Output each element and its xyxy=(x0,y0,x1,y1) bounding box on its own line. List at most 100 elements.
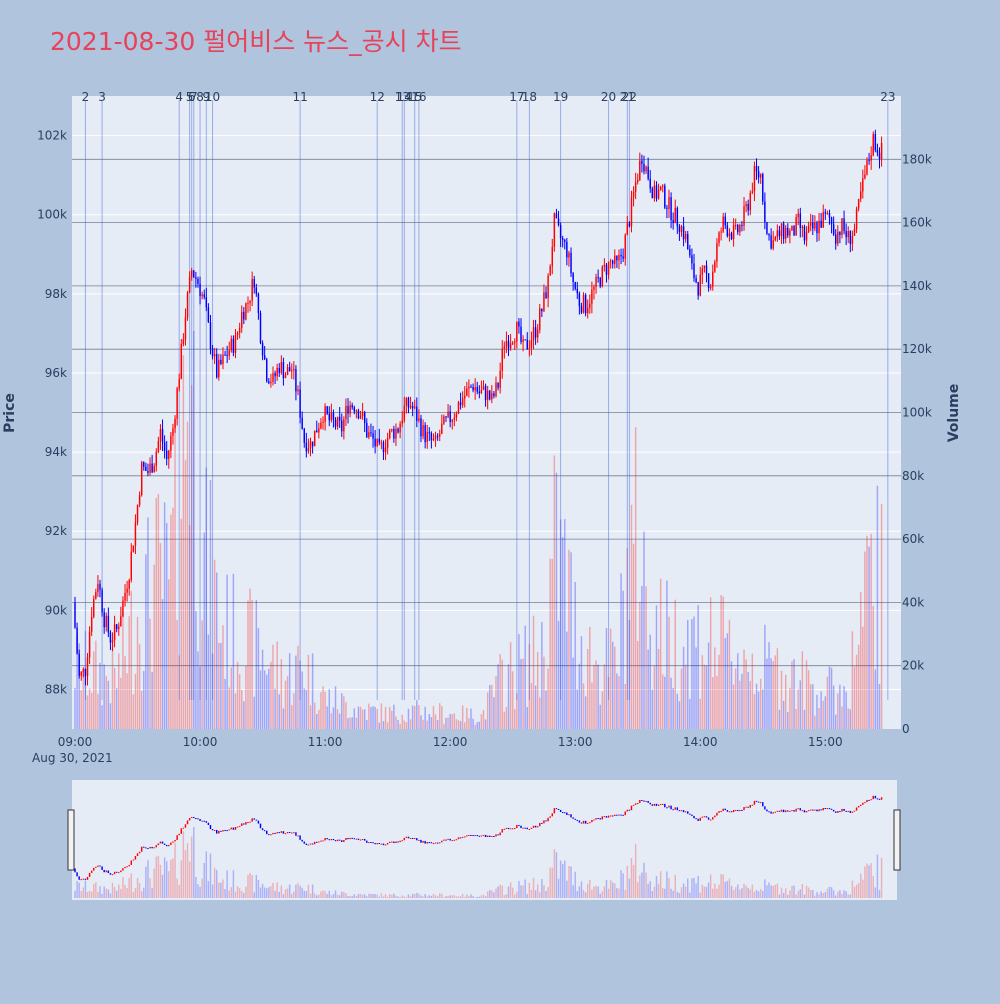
mini-volume-bar xyxy=(622,873,624,898)
candle-body xyxy=(345,405,347,420)
mini-candle xyxy=(830,808,833,810)
candle-body xyxy=(505,340,508,347)
mini-candle xyxy=(120,870,122,873)
mini-candle xyxy=(876,798,879,800)
mini-volume-bar xyxy=(493,892,495,898)
mini-candle xyxy=(111,874,114,876)
mini-candle xyxy=(586,822,589,824)
mini-volume-bar xyxy=(824,892,827,898)
candle-body xyxy=(599,277,601,287)
mini-volume-bar xyxy=(347,896,349,898)
mini-candle xyxy=(215,829,218,834)
candle-body xyxy=(639,160,641,180)
mini-volume-bar xyxy=(384,894,387,898)
mini-candle xyxy=(605,816,608,818)
mini-candle xyxy=(305,843,308,846)
volume-bar xyxy=(238,674,241,729)
mini-candle xyxy=(238,825,241,827)
candle-body xyxy=(511,343,514,345)
volume-bar xyxy=(401,714,403,729)
mini-volume-bar xyxy=(703,886,706,898)
mini-candle xyxy=(651,804,654,806)
candle-body xyxy=(372,433,374,439)
mini-volume-bar xyxy=(88,890,91,898)
mini-volume-bar xyxy=(453,895,456,898)
mini-volume-bar xyxy=(666,871,668,898)
candle-body xyxy=(101,589,103,613)
mini-candle xyxy=(787,810,789,812)
mini-candle xyxy=(626,809,629,812)
price-tick-label: 102k xyxy=(37,129,67,143)
mini-candle xyxy=(491,836,493,838)
mini-volume-bar xyxy=(126,888,128,898)
mini-candle xyxy=(849,810,852,813)
mini-volume-bar xyxy=(224,889,226,898)
candle-body xyxy=(670,197,672,221)
mini-candle xyxy=(368,842,370,844)
mini-candle xyxy=(374,843,376,845)
range-slider-left-handle[interactable] xyxy=(67,809,75,871)
mini-candle xyxy=(828,808,831,810)
candle-body xyxy=(726,225,729,237)
volume-bar xyxy=(226,574,228,729)
candle-body xyxy=(684,233,687,240)
volume-bar xyxy=(482,710,485,729)
mini-volume-bar xyxy=(186,843,189,898)
mini-volume-bar xyxy=(745,885,747,898)
mini-candle xyxy=(332,838,335,841)
volume-bar xyxy=(284,680,287,729)
mini-volume-bar xyxy=(332,894,335,898)
volume-bar xyxy=(745,659,747,729)
candle-body xyxy=(784,227,787,239)
candle-body xyxy=(111,639,114,643)
range-slider[interactable] xyxy=(72,780,897,900)
mini-volume-bar xyxy=(553,849,556,898)
mini-candle xyxy=(695,818,697,820)
mini-candle xyxy=(820,809,822,811)
volume-bar xyxy=(803,710,806,729)
mini-candle xyxy=(843,808,845,811)
candle-body xyxy=(501,348,503,371)
volume-bar xyxy=(730,661,733,729)
volume-bar xyxy=(322,686,324,729)
volume-bar xyxy=(416,700,418,729)
candle-body xyxy=(803,226,806,241)
volume-bar xyxy=(714,647,716,729)
candle-body xyxy=(676,208,679,227)
volume-bar xyxy=(326,706,328,729)
volume-bar xyxy=(493,697,495,729)
volume-bar xyxy=(393,704,395,729)
mini-volume-bar xyxy=(268,887,270,898)
mini-volume-bar xyxy=(757,891,760,898)
mini-candle xyxy=(814,809,816,811)
mini-candle xyxy=(366,840,368,843)
volume-bar xyxy=(766,658,768,729)
mini-candle xyxy=(122,868,124,871)
mini-volume-bar xyxy=(197,884,199,898)
candle-body xyxy=(382,442,385,453)
candle-body xyxy=(193,270,195,278)
volume-bar xyxy=(532,615,535,729)
mini-candle xyxy=(136,853,139,857)
mini-volume-bar xyxy=(520,885,522,898)
mini-volume-bar xyxy=(860,873,862,898)
candle-body xyxy=(774,236,777,241)
mini-volume-bar xyxy=(722,874,724,898)
range-slider-right-handle[interactable] xyxy=(893,809,901,871)
volume-bar xyxy=(737,653,739,729)
mini-candle xyxy=(797,808,799,810)
mini-volume-bar xyxy=(541,878,543,898)
candle-body xyxy=(455,413,458,418)
mini-candle xyxy=(545,820,547,822)
mini-candle xyxy=(707,817,710,820)
candle-body xyxy=(668,197,670,209)
news-marker-label: 20 xyxy=(601,90,616,104)
mini-candle xyxy=(113,871,116,875)
mini-volume-bar xyxy=(172,858,174,898)
volume-bar xyxy=(782,700,785,729)
mini-candle xyxy=(311,843,314,845)
volume-bar xyxy=(857,644,860,729)
mini-candle xyxy=(591,819,593,823)
volume-bar xyxy=(649,634,651,729)
mini-volume-bar xyxy=(766,885,768,898)
